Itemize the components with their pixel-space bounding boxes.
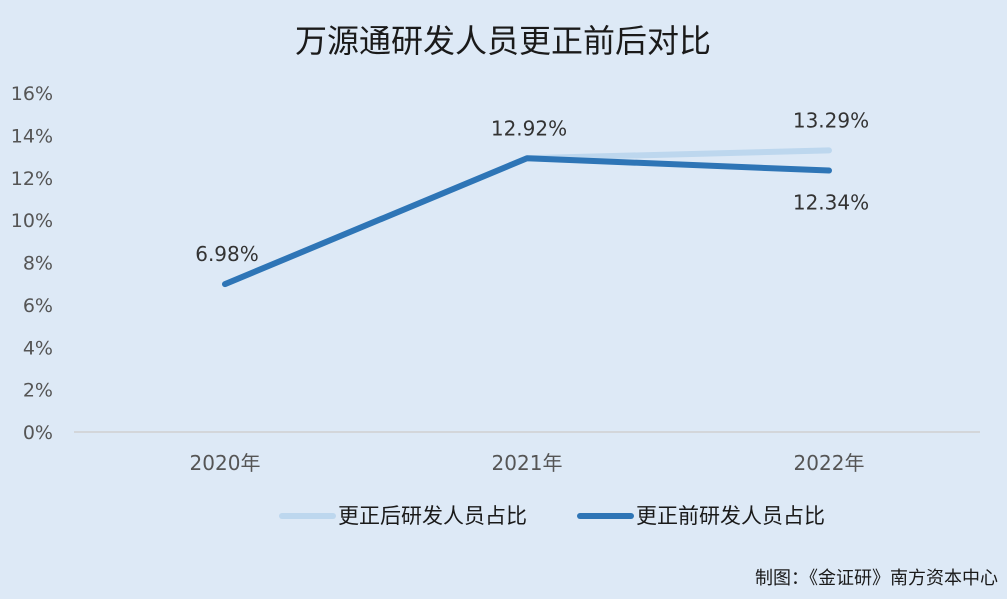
y-tick-label: 8% [23,253,53,275]
x-axis: 2020年 2021年 2022年 [190,451,865,475]
series-line-after [222,147,832,288]
series-layer [222,147,832,288]
source-credit: 制图：《金证研》南方资本中心 [755,568,998,589]
y-tick-label: 10% [11,210,53,232]
x-tick-label: 2022年 [794,451,865,475]
x-tick-label: 2020年 [190,451,261,475]
y-axis: 0% 2% 4% 6% 8% 10% 12% 14% 16% [11,83,53,444]
data-label: 6.98% [195,242,259,266]
series-line-before [222,155,832,288]
x-tick-label: 2021年 [492,451,563,475]
legend: 更正后研发人员占比 更正前研发人员占比 [279,504,825,528]
legend-label-after: 更正后研发人员占比 [338,504,527,528]
chart-title: 万源通研发人员更正前后对比 [295,22,711,60]
data-label: 13.29% [793,108,869,132]
data-label: 12.34% [793,191,869,215]
legend-label-before: 更正前研发人员占比 [636,504,825,528]
data-label: 12.92% [491,116,567,140]
y-tick-label: 2% [23,380,53,402]
y-tick-label: 4% [23,337,53,359]
y-tick-label: 14% [11,125,53,147]
y-tick-label: 12% [11,168,53,190]
data-labels: 12.92% 13.29% 6.98% 12.34% [195,108,869,266]
y-tick-label: 0% [23,422,53,444]
y-tick-label: 6% [23,295,53,317]
y-tick-label: 16% [11,83,53,105]
